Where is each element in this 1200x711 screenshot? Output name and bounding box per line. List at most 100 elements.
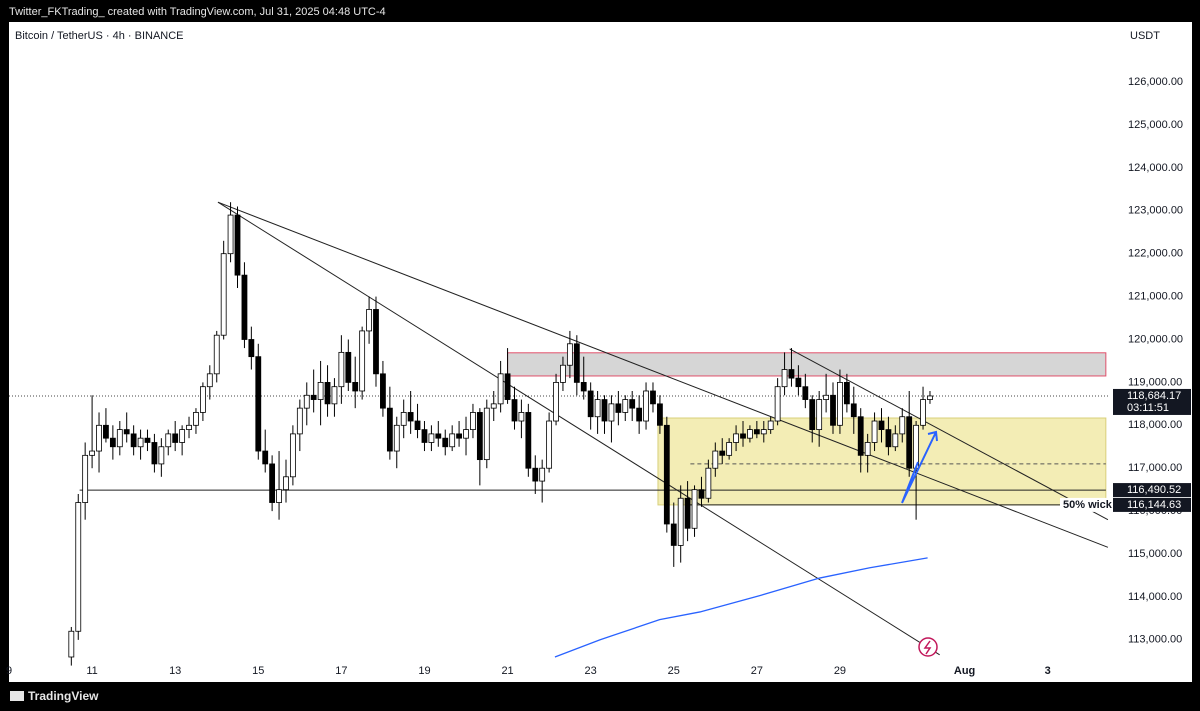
candle-body	[158, 446, 165, 465]
candle-body	[629, 399, 636, 409]
candle-body	[338, 351, 345, 388]
y-tick-label: 122,000.00	[1128, 248, 1183, 260]
candle-body	[103, 424, 109, 439]
candle-body	[373, 309, 379, 375]
candle-body	[456, 433, 462, 439]
candle-body	[241, 274, 248, 340]
candle-body	[206, 373, 213, 388]
x-tick-label: 21	[501, 665, 513, 677]
candle-body	[733, 433, 739, 443]
candle-body	[476, 412, 483, 461]
candle-body	[213, 334, 220, 375]
price-label: 116,144.63	[1127, 499, 1181, 511]
candle-body	[601, 399, 608, 422]
y-tick-label: 118,000.00	[1128, 419, 1182, 431]
candle-body	[504, 373, 511, 400]
candle-body	[186, 424, 192, 430]
candle-body	[310, 394, 317, 400]
candle-body	[428, 433, 435, 443]
x-tick-label: 15	[252, 665, 264, 677]
candle-body	[407, 412, 414, 422]
candle-body	[193, 412, 199, 426]
y-tick-label: 126,000.00	[1128, 76, 1183, 88]
candle-body	[532, 467, 539, 482]
candle-body	[553, 382, 559, 422]
logo	[10, 691, 24, 701]
candle-body	[262, 450, 269, 465]
candle-body	[719, 450, 726, 456]
candle-body	[96, 424, 102, 452]
candle-body	[470, 412, 476, 430]
candle-body	[913, 424, 919, 469]
x-tick-label: 17	[335, 665, 347, 677]
candle-body	[317, 382, 324, 400]
candle-body	[830, 394, 836, 426]
candle-body	[511, 399, 518, 422]
candle-body	[663, 424, 670, 525]
candle-body	[393, 424, 400, 452]
candle-body	[705, 467, 712, 499]
candle-body	[366, 309, 372, 332]
candle-body	[525, 412, 532, 469]
y-tick-label: 114,000.00	[1128, 591, 1182, 603]
candle-body	[927, 395, 933, 400]
x-tick-label: 29	[834, 665, 846, 677]
candle-body	[650, 390, 656, 405]
x-tick-label: Aug	[954, 665, 975, 677]
candle-body	[248, 339, 255, 358]
candle-body	[539, 467, 546, 482]
candle-body	[116, 429, 123, 448]
y-tick-label: 120,000.00	[1128, 333, 1183, 345]
candle-body	[864, 442, 871, 456]
candle-body	[795, 377, 802, 388]
candle-body	[68, 630, 75, 658]
candle-body	[594, 399, 601, 418]
candle-body	[255, 356, 262, 452]
unit-label: USDT	[1130, 30, 1160, 42]
candle-body	[421, 429, 428, 443]
candle-body	[899, 416, 906, 435]
countdown: 03:11:51	[1127, 402, 1169, 414]
y-tick-label: 123,000.00	[1128, 205, 1183, 217]
candle-body	[684, 497, 691, 529]
candle-body	[871, 420, 878, 443]
candle-body	[636, 407, 643, 422]
candle-body	[109, 437, 116, 448]
candle-body	[276, 489, 282, 503]
candle-body	[802, 386, 809, 400]
candle-body	[816, 399, 823, 430]
candle-body	[352, 382, 359, 392]
candle-body	[767, 420, 774, 430]
y-tick-label: 115,000.00	[1128, 548, 1182, 560]
candle-body	[463, 429, 469, 439]
candle-body	[144, 437, 151, 443]
x-tick-label: 23	[585, 665, 597, 677]
chart-panel	[9, 22, 1192, 682]
annotation: 50% wick	[1063, 499, 1113, 511]
candle-body	[753, 429, 760, 435]
x-tick-label: 9	[6, 665, 12, 677]
x-tick-label: 27	[751, 665, 763, 677]
candle-body	[857, 416, 864, 456]
candle-body	[435, 433, 442, 439]
candle-body	[123, 429, 130, 435]
candle-body	[809, 399, 816, 430]
candle-body	[414, 420, 421, 430]
price-label: 118,684.17	[1127, 390, 1181, 402]
candle-body	[657, 403, 663, 426]
candle-body	[843, 382, 850, 405]
candle-body	[289, 433, 296, 478]
candle-body	[130, 433, 137, 448]
candle-body	[151, 442, 158, 465]
price-label-box	[1113, 497, 1191, 512]
candle-body	[823, 394, 830, 400]
candle-body	[518, 412, 525, 422]
candle-body	[760, 429, 767, 435]
price-label: 116,490.52	[1127, 484, 1181, 496]
candle-body	[670, 523, 677, 546]
candle-body	[566, 343, 573, 366]
candle-body	[587, 390, 594, 418]
annotation-bg	[1060, 497, 1112, 512]
price-label-box	[1113, 483, 1191, 498]
